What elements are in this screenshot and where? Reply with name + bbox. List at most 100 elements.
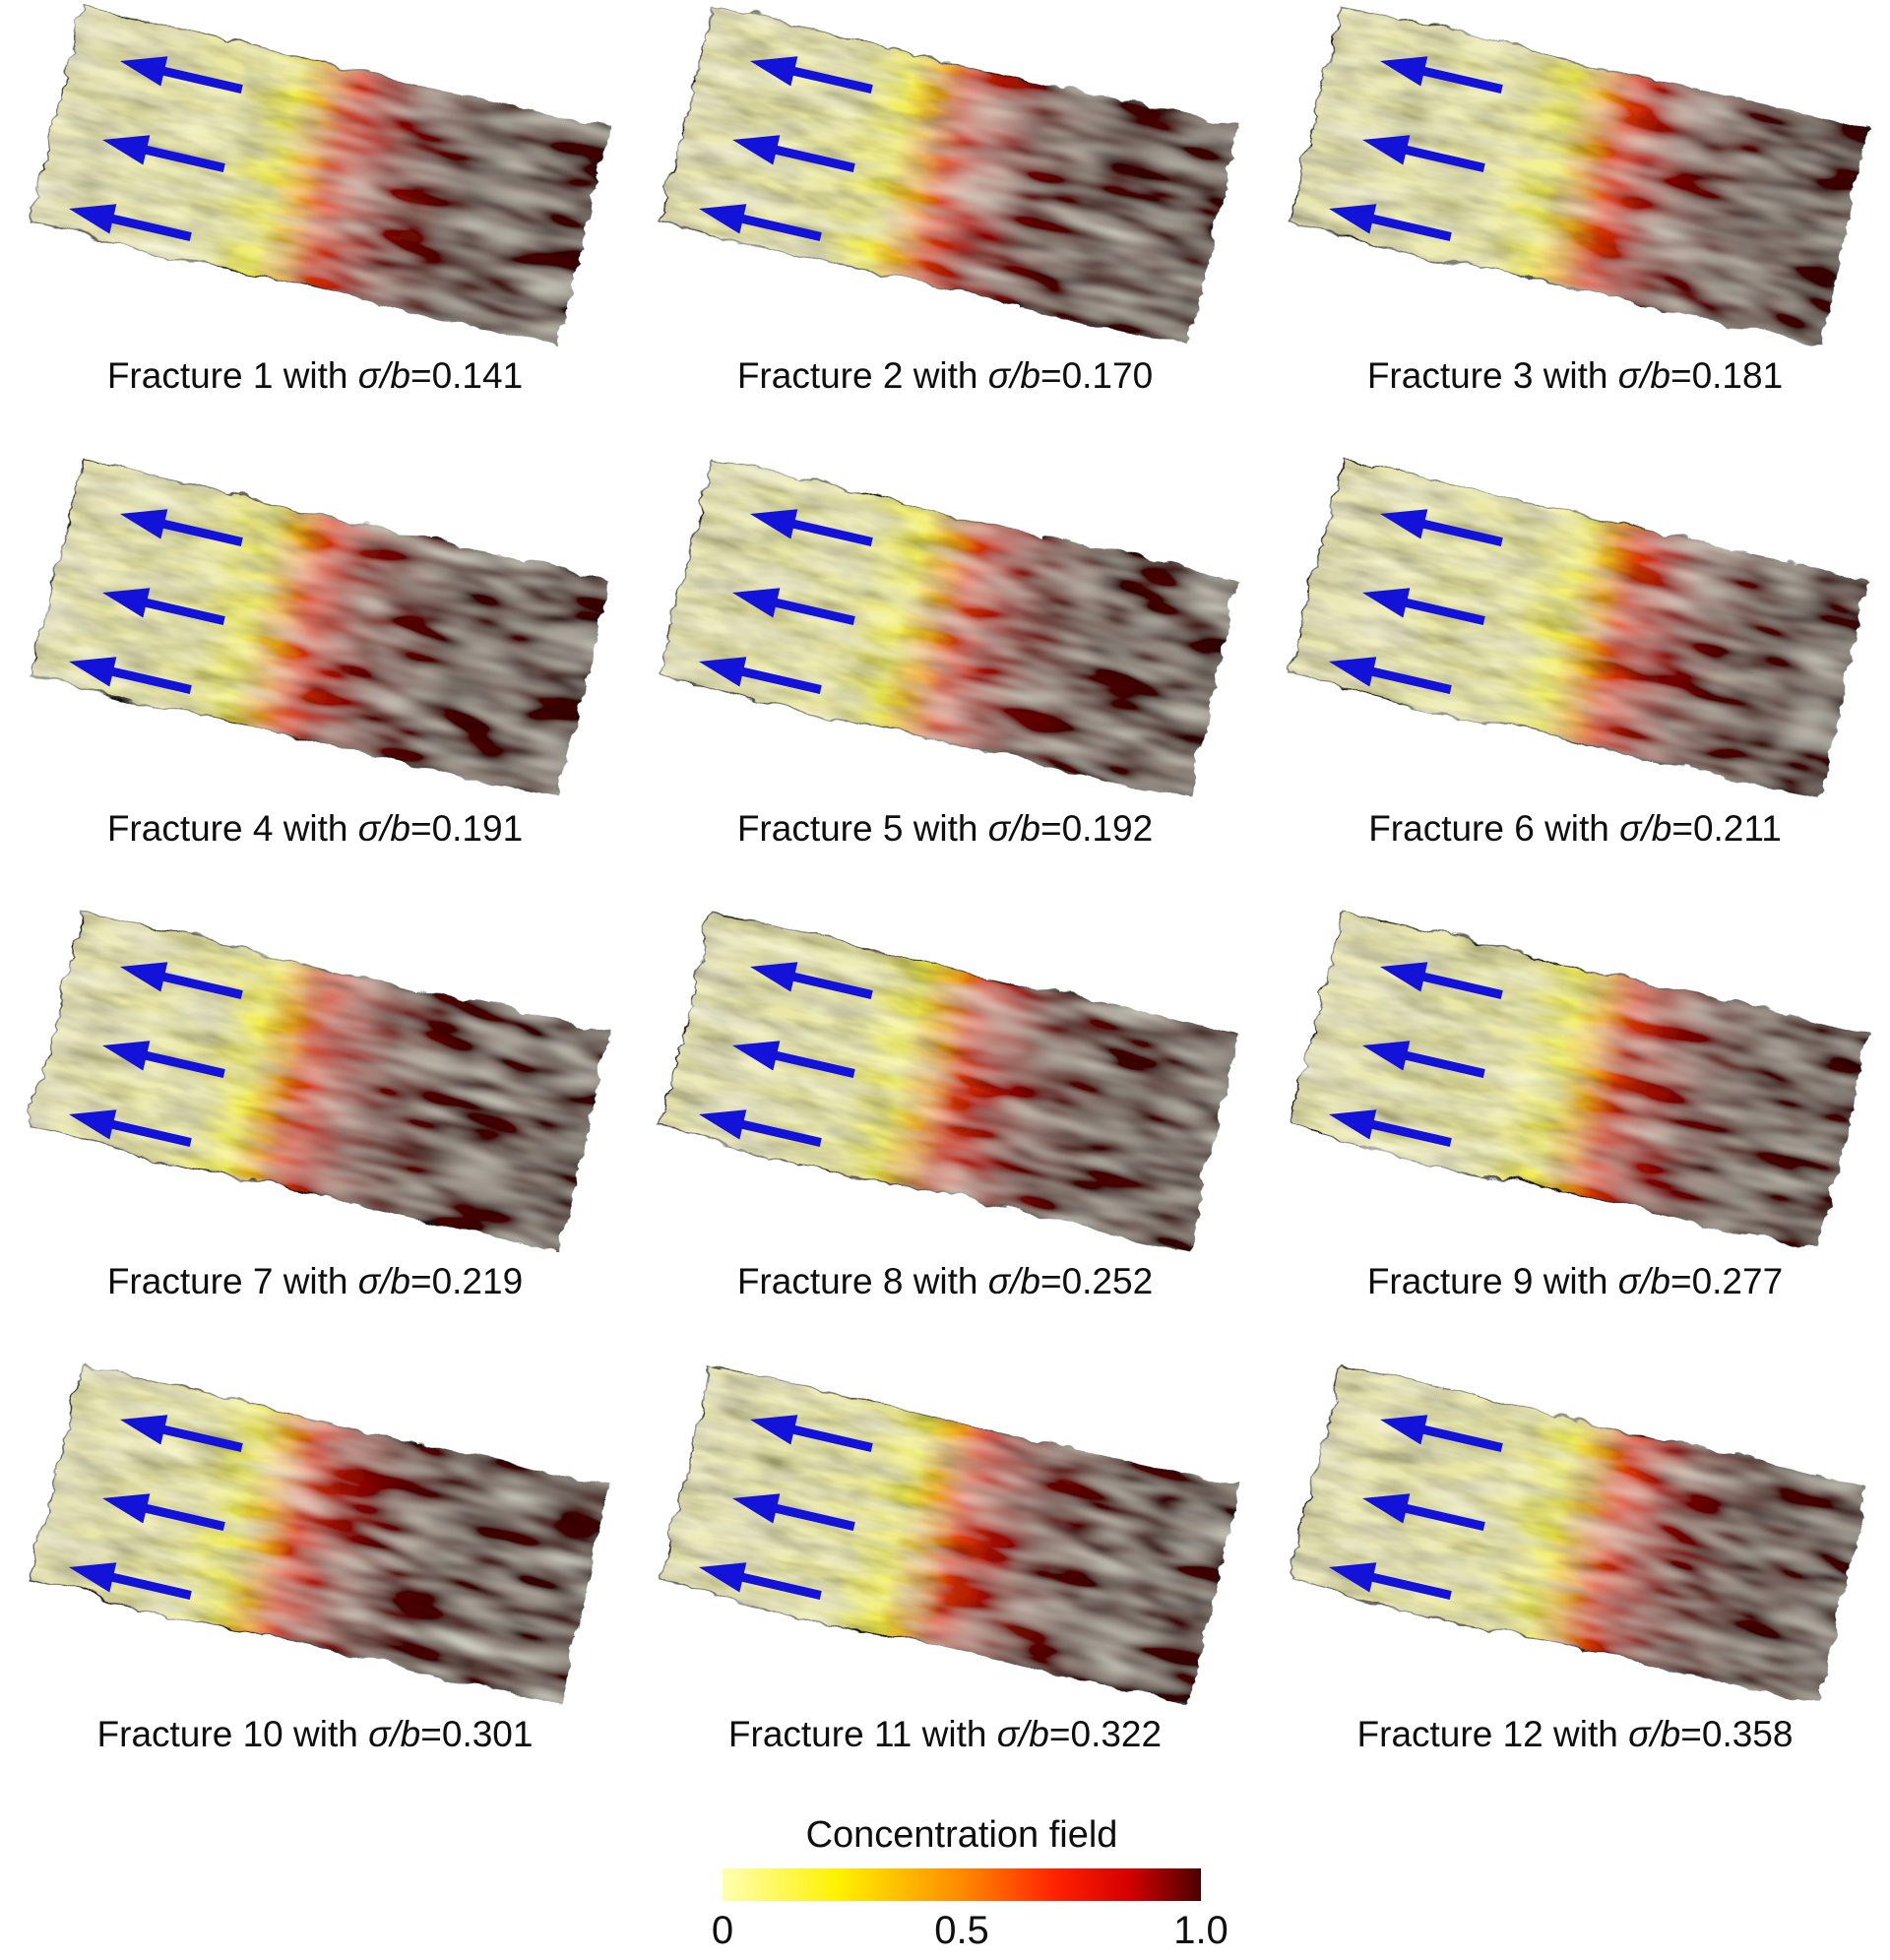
fracture-panel: Fracture 2 with σ/b=0.170: [630, 0, 1260, 453]
panel-caption-prefix: Fracture 6 with: [1368, 808, 1620, 849]
flow-arrow: [750, 962, 873, 999]
flow-arrow: [699, 1562, 822, 1600]
colorbar-title: Concentration field: [805, 1814, 1118, 1856]
colorbar-tick-mid: 0.5: [934, 1909, 989, 1952]
fracture-panel: Fracture 9 with σ/b=0.277: [1260, 906, 1890, 1359]
flow-arrow: [1329, 204, 1452, 241]
fracture-surface: [640, 453, 1250, 799]
fracture-surface: [10, 0, 620, 347]
fracture-panel: Fracture 1 with σ/b=0.141: [0, 0, 630, 453]
panel-caption-prefix: Fracture 3 with: [1366, 355, 1618, 396]
panel-caption-prefix: Fracture 11 with: [727, 1714, 997, 1754]
fracture-surface-render: [27, 1361, 606, 1701]
flow-arrow: [732, 135, 855, 172]
fracture-surface: [10, 453, 620, 799]
concentration-field-surface: [27, 3, 606, 343]
panel-caption-value: =0.301: [420, 1714, 534, 1754]
fracture-panel: Fracture 8 with σ/b=0.252: [630, 906, 1260, 1359]
flow-arrow: [750, 56, 873, 94]
fracture-panel: Fracture 4 with σ/b=0.191: [0, 453, 630, 906]
panel-caption: Fracture 8 with σ/b=0.252: [737, 1260, 1153, 1303]
fracture-surface-render: [27, 909, 606, 1248]
sigma-over-b-symbol: σ/b: [996, 1714, 1049, 1754]
fracture-panel: Fracture 6 with σ/b=0.211: [1260, 453, 1890, 906]
fracture-surface-render: [657, 456, 1236, 795]
sigma-over-b-symbol: σ/b: [1617, 355, 1670, 396]
flow-arrow: [699, 204, 822, 241]
fracture-surface-render: [1287, 456, 1866, 795]
concentration-field-surface: [657, 3, 1236, 343]
flow-arrow: [120, 1415, 243, 1452]
panel-caption-value: =0.358: [1680, 1714, 1794, 1754]
panel-caption-prefix: Fracture 1 with: [106, 355, 358, 396]
panel-caption-prefix: Fracture 9 with: [1366, 1261, 1618, 1301]
flow-arrow: [120, 509, 243, 546]
fracture-surface-render: [1287, 1361, 1866, 1701]
panel-caption: Fracture 11 with σ/b=0.322: [728, 1713, 1162, 1756]
panel-caption-value: =0.181: [1670, 355, 1784, 396]
concentration-field-surface: [657, 1361, 1236, 1701]
flow-arrow: [1329, 1562, 1452, 1600]
concentration-field-surface: [657, 456, 1236, 795]
flow-arrow: [699, 657, 822, 694]
panel-caption: Fracture 12 with σ/b=0.358: [1357, 1713, 1794, 1756]
flow-arrow: [120, 56, 243, 94]
sigma-over-b-symbol: σ/b: [1619, 808, 1672, 849]
colorbar-ticks: 0 0.5 1.0: [712, 1909, 1228, 1958]
concentration-field-surface: [1287, 3, 1866, 343]
flow-arrow: [732, 1041, 855, 1078]
panel-caption-value: =0.141: [410, 355, 524, 396]
flow-arrow: [102, 1041, 225, 1078]
fracture-surface: [10, 906, 620, 1252]
flow-arrow: [1329, 1109, 1452, 1147]
panel-caption: Fracture 9 with σ/b=0.277: [1367, 1260, 1783, 1303]
flow-arrow: [1329, 657, 1452, 694]
flow-arrow: [1362, 1041, 1485, 1078]
flow-arrow: [750, 509, 873, 546]
fracture-panel: Fracture 5 with σ/b=0.192: [630, 453, 1260, 906]
concentration-field-surface: [1287, 1361, 1866, 1701]
fracture-surface: [1270, 0, 1880, 347]
fracture-surface-render: [657, 3, 1236, 343]
sigma-over-b-symbol: σ/b: [987, 808, 1040, 849]
panel-caption-value: =0.252: [1040, 1261, 1154, 1301]
concentration-field-surface: [27, 909, 606, 1248]
fracture-surface: [1270, 453, 1880, 799]
sigma-over-b-symbol: σ/b: [357, 1261, 410, 1301]
panels-grid: Fracture 1 with σ/b=0.141 Fracture 2 wit…: [0, 0, 1890, 1811]
concentration-field-surface: [1287, 909, 1866, 1248]
panel-caption-prefix: Fracture 8 with: [736, 1261, 988, 1301]
fracture-surface-render: [1287, 909, 1866, 1248]
sigma-over-b-symbol: σ/b: [987, 355, 1040, 396]
fracture-surface: [640, 0, 1250, 347]
flow-arrow: [102, 1493, 225, 1531]
panel-caption: Fracture 5 with σ/b=0.192: [737, 807, 1153, 851]
panel-caption-value: =0.277: [1670, 1261, 1784, 1301]
fracture-panel: Fracture 10 with σ/b=0.301: [0, 1359, 630, 1811]
panel-caption-prefix: Fracture 7 with: [106, 1261, 358, 1301]
fracture-surface-render: [27, 456, 606, 795]
flow-arrow: [1380, 56, 1503, 94]
fracture-surface: [640, 906, 1250, 1252]
colorbar-tick-max: 1.0: [1173, 1909, 1228, 1952]
panel-caption-value: =0.191: [410, 808, 524, 849]
panel-caption: Fracture 6 with σ/b=0.211: [1368, 807, 1782, 851]
flow-arrow: [1380, 509, 1503, 546]
panel-caption-prefix: Fracture 10 with: [96, 1714, 369, 1754]
flow-arrow: [732, 588, 855, 625]
flow-arrow: [1362, 1493, 1485, 1531]
flow-arrow: [69, 204, 192, 241]
panel-caption: Fracture 4 with σ/b=0.191: [107, 807, 523, 851]
panel-caption-prefix: Fracture 12 with: [1356, 1714, 1629, 1754]
panel-caption-value: =0.211: [1671, 808, 1782, 849]
panel-caption-value: =0.219: [410, 1261, 524, 1301]
panel-caption-value: =0.170: [1040, 355, 1154, 396]
fracture-surface: [10, 1359, 620, 1705]
sigma-over-b-symbol: σ/b: [368, 1714, 421, 1754]
panel-caption-prefix: Fracture 5 with: [736, 808, 988, 849]
flow-arrow: [69, 1562, 192, 1600]
fracture-surface-render: [657, 909, 1236, 1248]
panel-caption-prefix: Fracture 2 with: [736, 355, 988, 396]
